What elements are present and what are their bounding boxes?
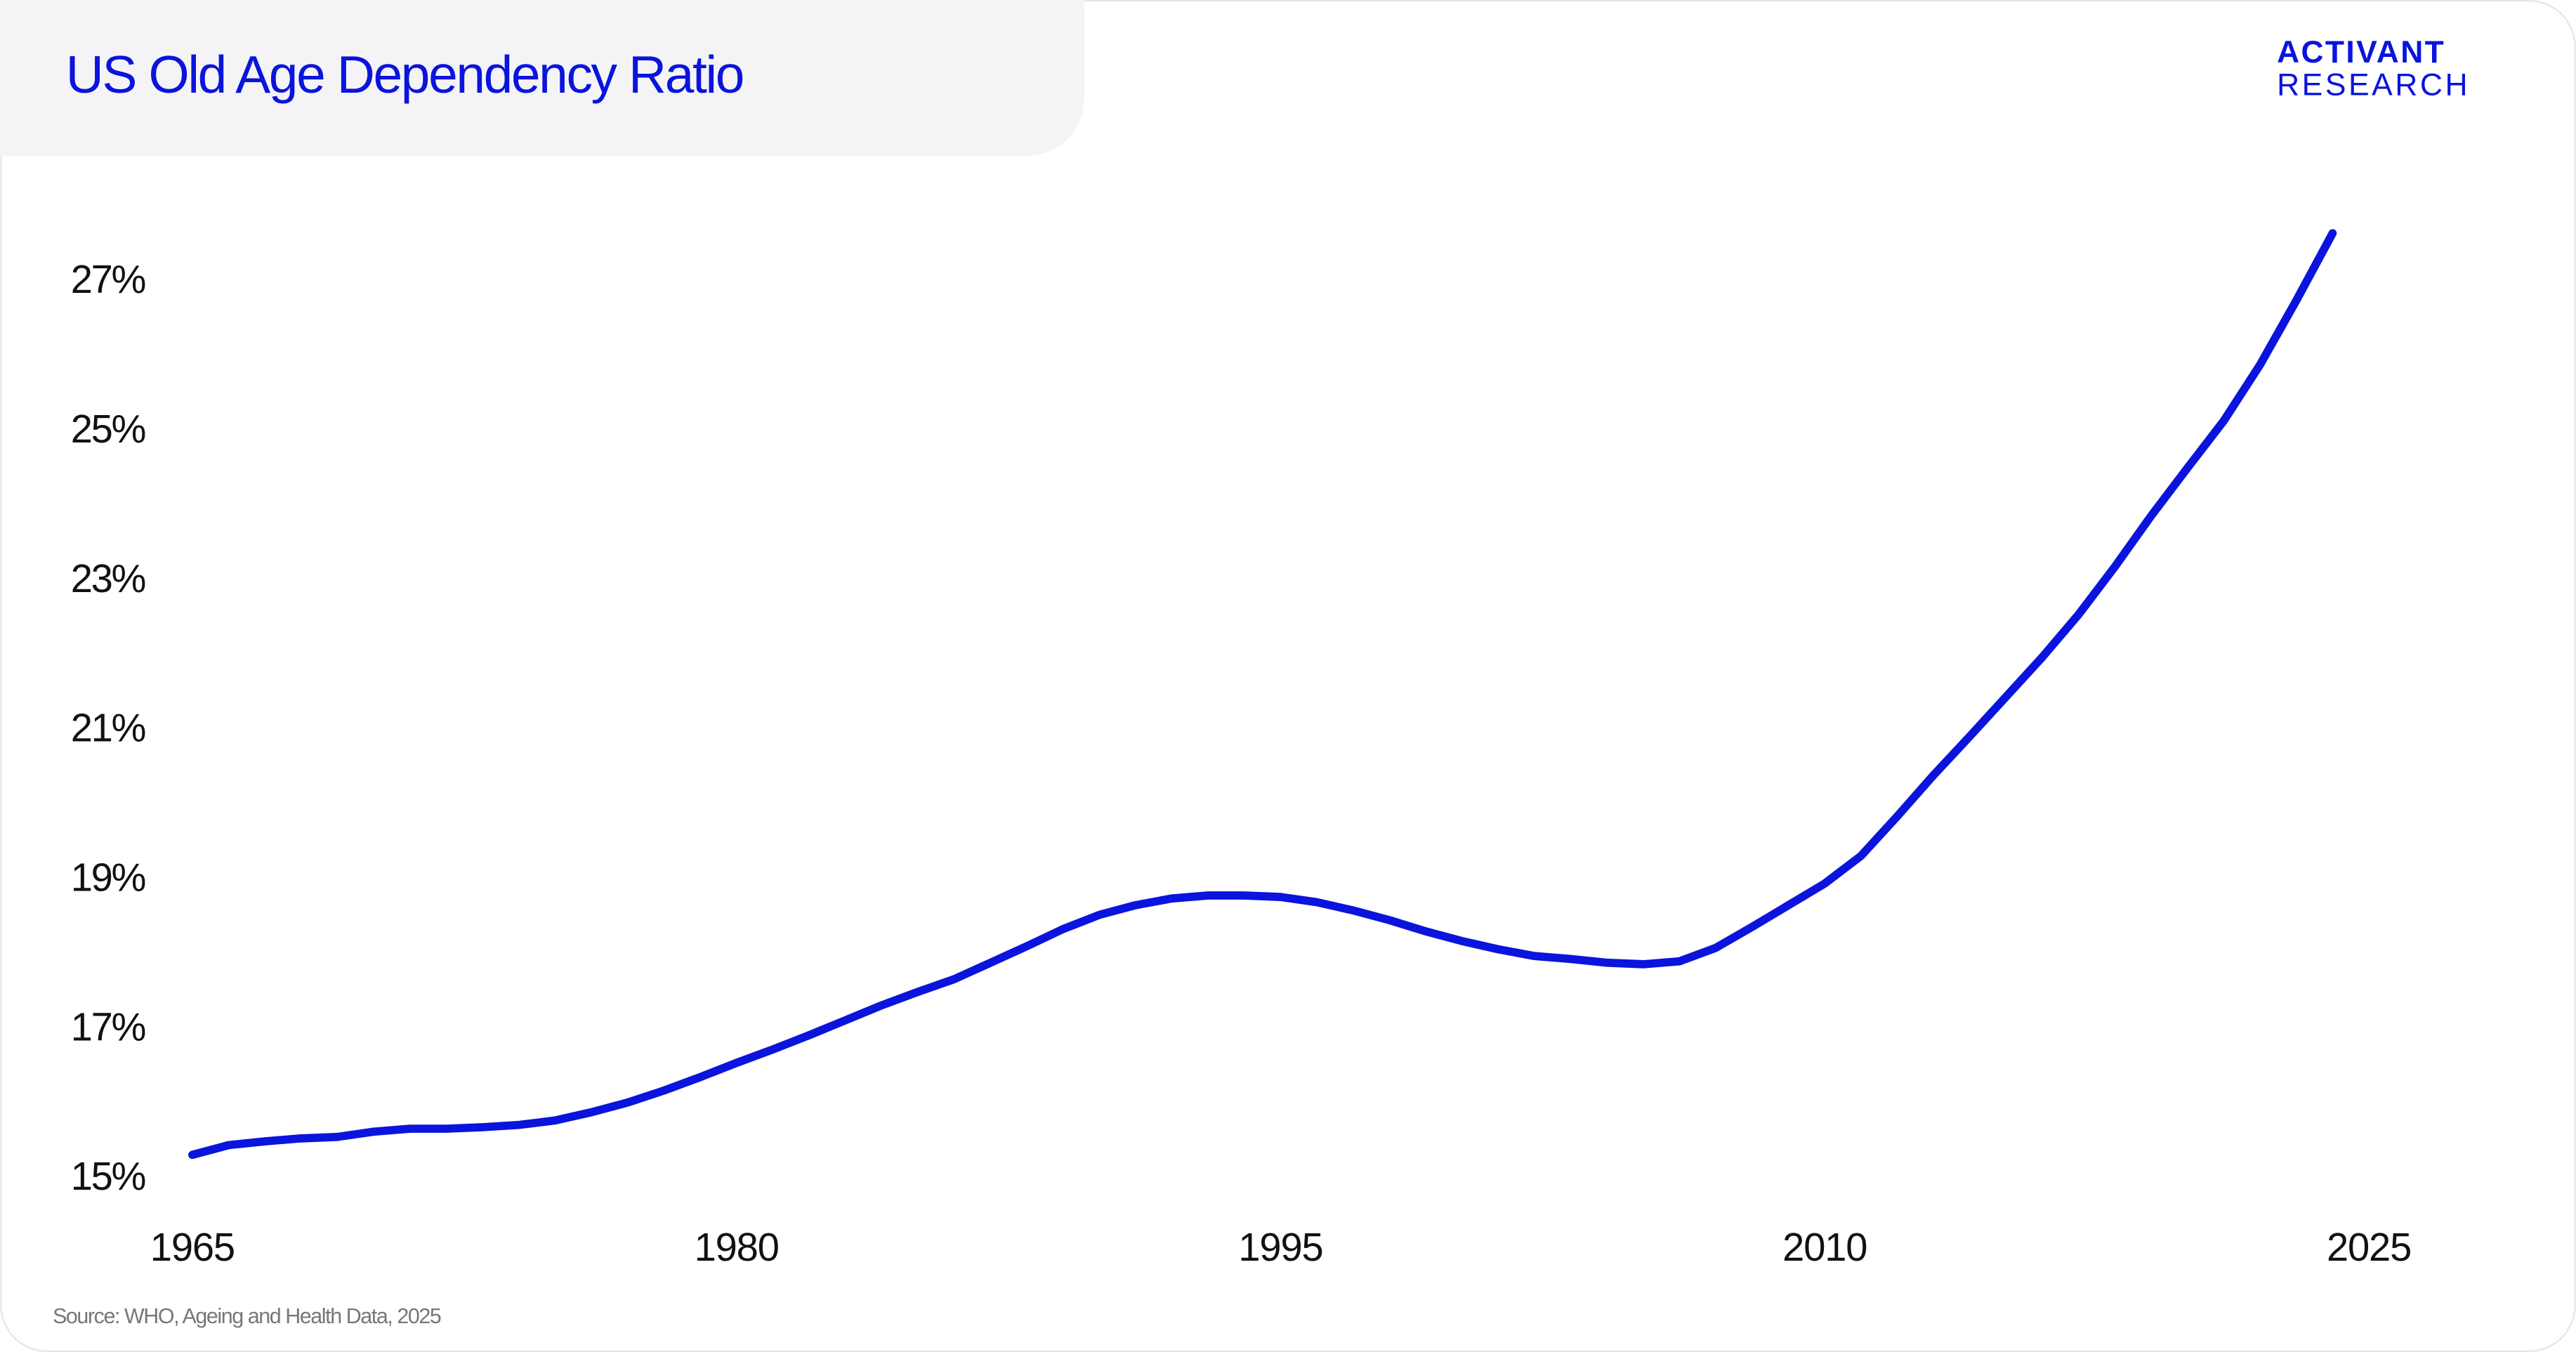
title-panel: [0, 0, 1084, 157]
x-tick-label: 1980: [695, 1225, 779, 1269]
y-tick-label: 25%: [71, 407, 145, 451]
brand-line: ACTIVANT: [2277, 35, 2445, 70]
x-tick-label: 1965: [150, 1225, 235, 1269]
y-tick-label: 23%: [71, 556, 145, 600]
data-line: [188, 229, 2337, 1160]
source-note: Source: WHO, Ageing and Health Data, 202…: [53, 1304, 441, 1328]
x-tick-label: 1995: [1238, 1225, 1322, 1269]
brand-line: RESEARCH: [2277, 68, 2470, 103]
y-tick-label: 27%: [71, 257, 145, 301]
chart-title: US Old Age Dependency Ratio: [66, 45, 743, 104]
y-tick-label: 19%: [71, 855, 145, 900]
y-tick-label: 15%: [71, 1154, 145, 1198]
y-tick-label: 17%: [71, 1004, 145, 1049]
y-tick-label: 21%: [71, 706, 145, 750]
x-tick-label: 2025: [2327, 1225, 2411, 1269]
x-tick-label: 2010: [1782, 1225, 1867, 1269]
